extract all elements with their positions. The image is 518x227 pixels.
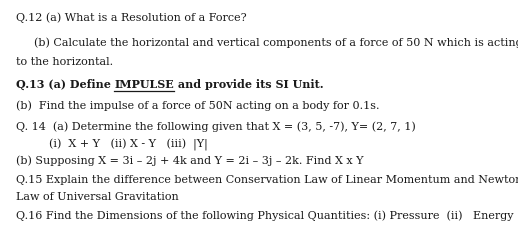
Text: (b) Supposing X = 3i – 2j + 4k and Y = 2i – 3j – 2k. Find X x Y: (b) Supposing X = 3i – 2j + 4k and Y = 2… [16,155,363,166]
Text: Q.12 (a) What is a Resolution of a Force?: Q.12 (a) What is a Resolution of a Force… [16,12,246,23]
Text: (i)  X + Y   (ii) X - Y   (iii)  |Y|: (i) X + Y (ii) X - Y (iii) |Y| [49,138,208,151]
Text: Law of Universal Gravitation: Law of Universal Gravitation [16,192,178,202]
Text: (b) Calculate the horizontal and vertical components of a force of 50 N which is: (b) Calculate the horizontal and vertica… [34,37,518,48]
Text: Q.15 Explain the difference between Conservation Law of Linear Momentum and Newt: Q.15 Explain the difference between Cons… [16,175,518,185]
Text: and provide its SI Unit.: and provide its SI Unit. [174,79,324,90]
Text: to the horizontal.: to the horizontal. [16,57,113,67]
Text: Q.16 Find the Dimensions of the following Physical Quantities: (i) Pressure  (ii: Q.16 Find the Dimensions of the followin… [16,210,518,221]
Text: IMPULSE: IMPULSE [114,79,174,90]
Text: Q.13 (a) Define: Q.13 (a) Define [16,79,114,90]
Text: Q. 14  (a) Determine the following given that X = (3, 5, -7), Y= (2, 7, 1): Q. 14 (a) Determine the following given … [16,121,415,132]
Text: (b)  Find the impulse of a force of 50N acting on a body for 0.1s.: (b) Find the impulse of a force of 50N a… [16,100,379,111]
